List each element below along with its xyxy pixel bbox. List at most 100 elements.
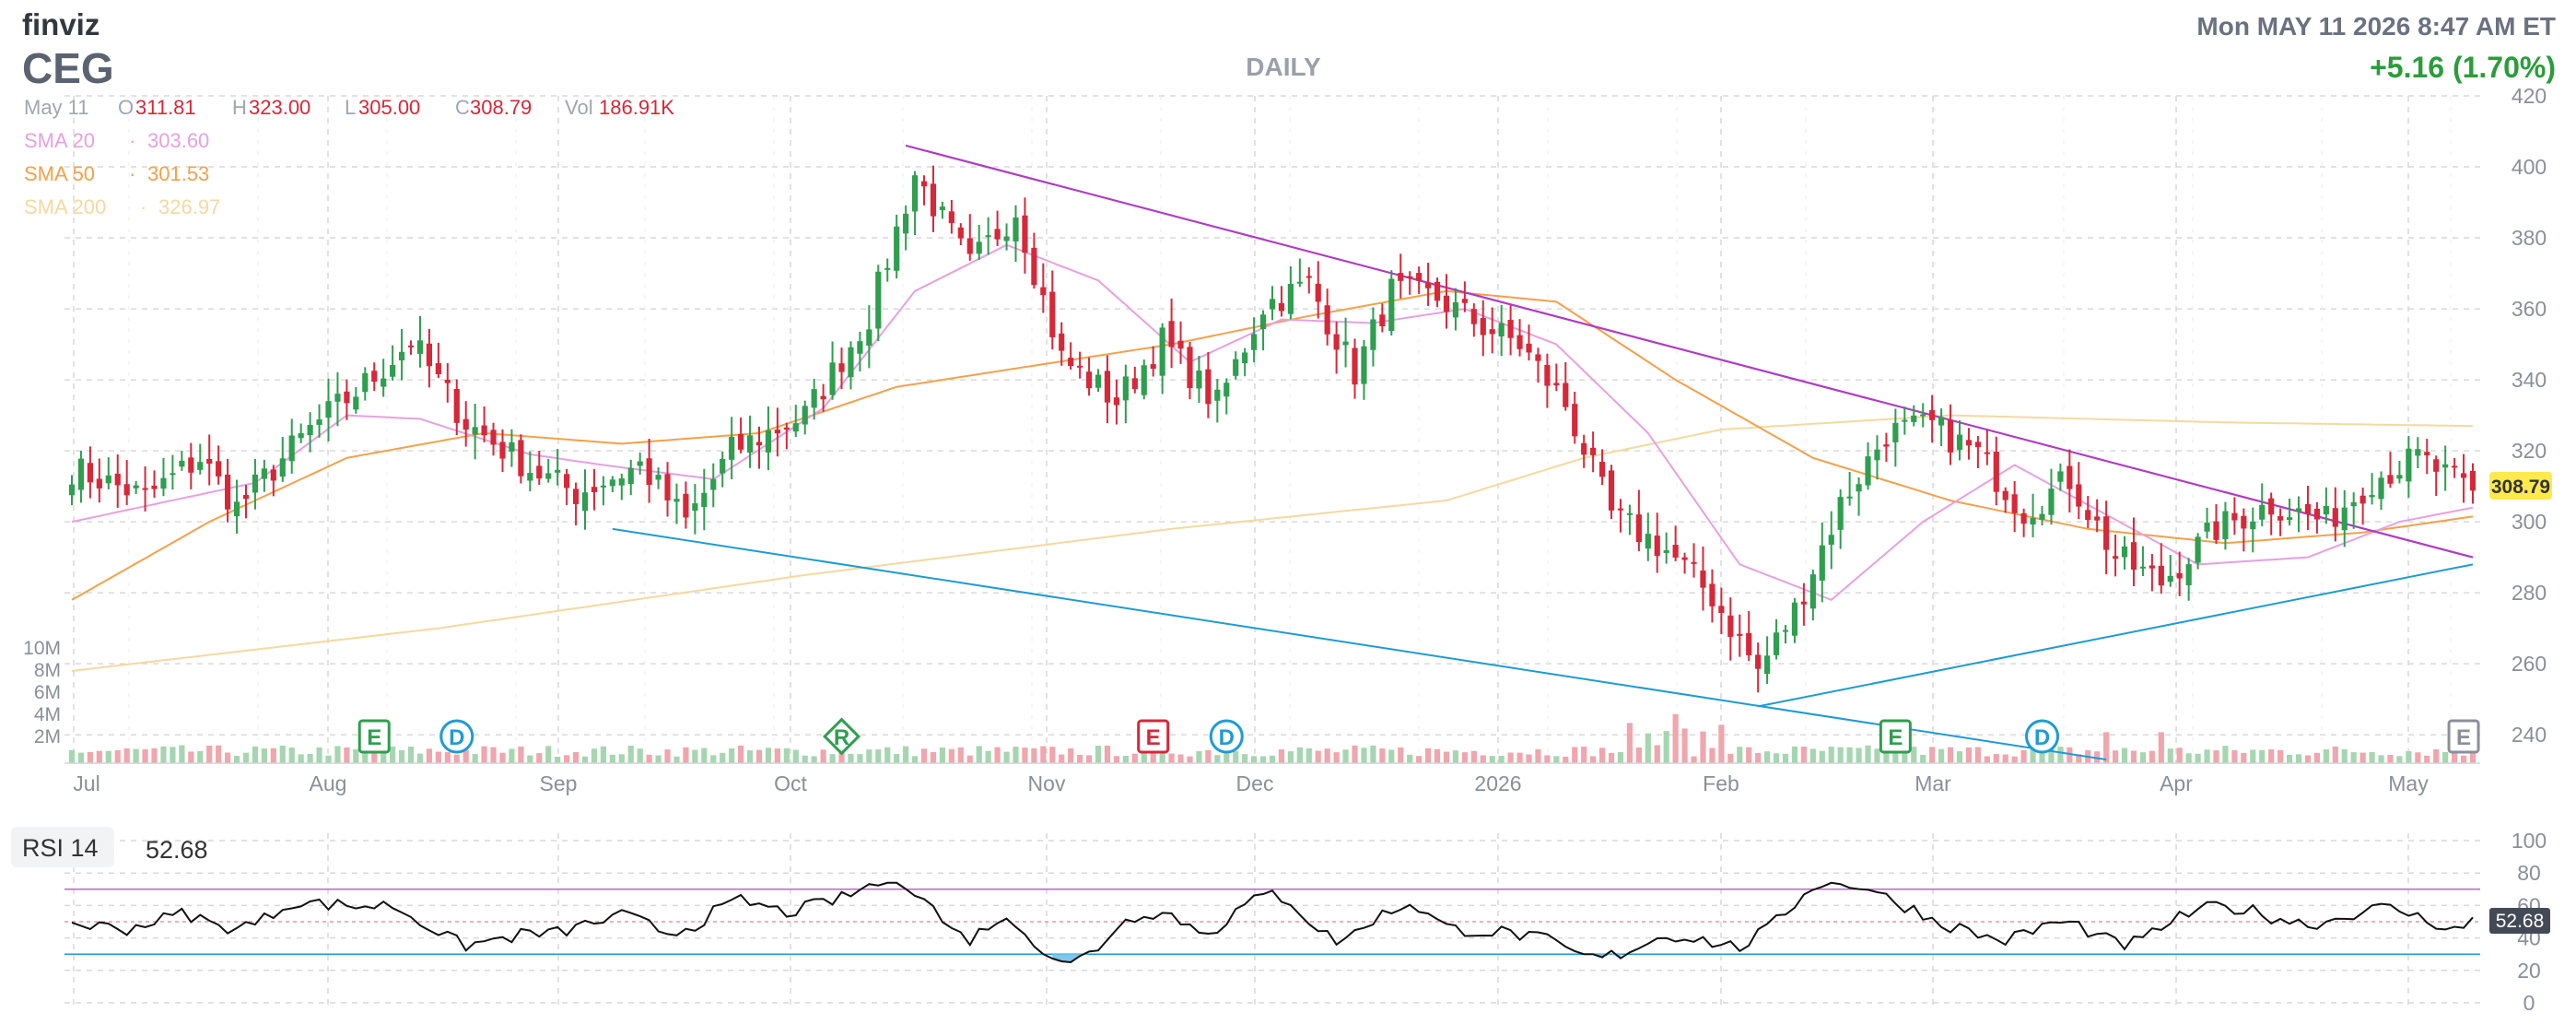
- candle-body: [1856, 484, 1862, 492]
- volume-bar: [2067, 747, 2073, 763]
- volume-bar: [848, 753, 854, 763]
- candle-body: [1956, 434, 1963, 451]
- candlesticks[interactable]: [68, 165, 2476, 693]
- candle-body: [206, 458, 213, 465]
- volume-bar: [838, 749, 845, 763]
- earnings-icon: [1879, 719, 1912, 754]
- price-tick-label: 360: [2512, 297, 2547, 321]
- sma20-legend-sep: ·: [129, 129, 135, 152]
- candle-body: [499, 441, 506, 459]
- candle-body: [1809, 574, 1816, 609]
- volume-bar: [1782, 753, 1789, 763]
- trendline-blue: [1757, 563, 2474, 708]
- low-value: 305.00: [358, 96, 420, 119]
- candle-body: [1974, 441, 1981, 448]
- candle-body: [1947, 420, 1954, 453]
- volume-bar: [920, 748, 928, 763]
- volume-bar: [957, 747, 964, 763]
- volume-bar: [609, 754, 615, 763]
- candle-body: [527, 473, 533, 481]
- volume-bar: [1608, 752, 1615, 763]
- x-tick-label: Nov: [1028, 771, 1066, 795]
- volume-bar: [499, 752, 506, 763]
- volume-bar: [87, 751, 93, 763]
- x-tick-label: Mar: [1914, 771, 1951, 795]
- volume-bar: [1333, 752, 1340, 763]
- candle-body: [1242, 352, 1248, 364]
- candle-body: [1068, 358, 1074, 367]
- candle-body: [2103, 516, 2110, 550]
- candle-body: [2002, 490, 2008, 500]
- volume-bar: [1013, 747, 1019, 763]
- volume-bar: [1819, 750, 1825, 763]
- candle-body: [2039, 513, 2045, 520]
- volume-tick-label: 2M: [34, 726, 61, 748]
- volume-bar: [2176, 748, 2183, 763]
- candle-body: [242, 495, 250, 500]
- volume-bar: [1672, 713, 1679, 763]
- volume-bar: [627, 746, 634, 763]
- candle-body: [2359, 495, 2366, 504]
- brand-logo[interactable]: finviz: [22, 7, 100, 41]
- candle-body: [903, 213, 909, 234]
- volume-bar: [1306, 748, 1312, 763]
- candle-body: [664, 474, 671, 500]
- volume-bar: [2469, 747, 2476, 763]
- candle-body: [1617, 508, 1624, 511]
- volume-bar: [316, 747, 322, 763]
- candle-body: [1635, 514, 1642, 543]
- candle-body: [1746, 632, 1752, 655]
- price-tick-label: 260: [2512, 652, 2547, 676]
- volume-bar: [2250, 749, 2256, 763]
- x-tick-label: Jul: [73, 771, 100, 795]
- candle-body: [325, 401, 332, 418]
- event-marker-letter: D: [1219, 725, 1235, 750]
- candle-body: [591, 487, 598, 493]
- volume-bar: [444, 752, 451, 763]
- candle-body: [2452, 465, 2458, 468]
- volume-bar: [407, 746, 415, 763]
- volume-label: Vol: [565, 96, 593, 119]
- candle-body: [1416, 273, 1423, 281]
- volume-bar: [1920, 754, 1926, 763]
- trendline-purple: [905, 144, 2474, 559]
- volume-bar: [1883, 753, 1890, 763]
- volume-bar: [416, 753, 424, 763]
- volume-bar: [2350, 752, 2357, 763]
- volume-bar: [1425, 748, 1432, 763]
- volume-bar: [1003, 751, 1010, 763]
- candle-body: [2057, 471, 2064, 482]
- volume-bar: [2011, 756, 2018, 763]
- volume-bar: [2048, 747, 2055, 763]
- x-tick-label: Oct: [774, 771, 807, 795]
- sma20-legend-value: 303.60: [147, 129, 209, 152]
- candle-body: [2139, 566, 2147, 569]
- volume-bar: [1791, 746, 1798, 763]
- candle-body: [1800, 601, 1807, 605]
- candle-body: [2085, 510, 2091, 521]
- volume-bar: [1507, 752, 1514, 763]
- event-marker-D: D: [1209, 719, 1244, 754]
- volume-bar: [390, 747, 396, 763]
- volume-bar: [2002, 754, 2008, 763]
- candle-body: [555, 469, 561, 473]
- candle-body: [353, 396, 359, 410]
- candle-body: [1269, 299, 1276, 310]
- volume-bar: [2185, 753, 2192, 763]
- candle-body: [77, 458, 85, 490]
- ohlc-readout: May 11 O 311.81 H 323.00 L 305.00 C 308.…: [24, 96, 674, 119]
- volume-bar: [2424, 755, 2430, 763]
- volume-bar: [188, 751, 194, 763]
- volume-bar: [1461, 752, 1468, 763]
- volume-bar: [673, 756, 680, 763]
- candle-body: [692, 503, 698, 512]
- candle-body: [1681, 557, 1688, 560]
- candle-body: [307, 425, 313, 436]
- volume-bar: [1581, 747, 1587, 763]
- candle-body: [1819, 545, 1825, 581]
- candle-body: [1516, 335, 1523, 349]
- volume-bar: [600, 746, 606, 763]
- volume-bar: [1150, 747, 1156, 763]
